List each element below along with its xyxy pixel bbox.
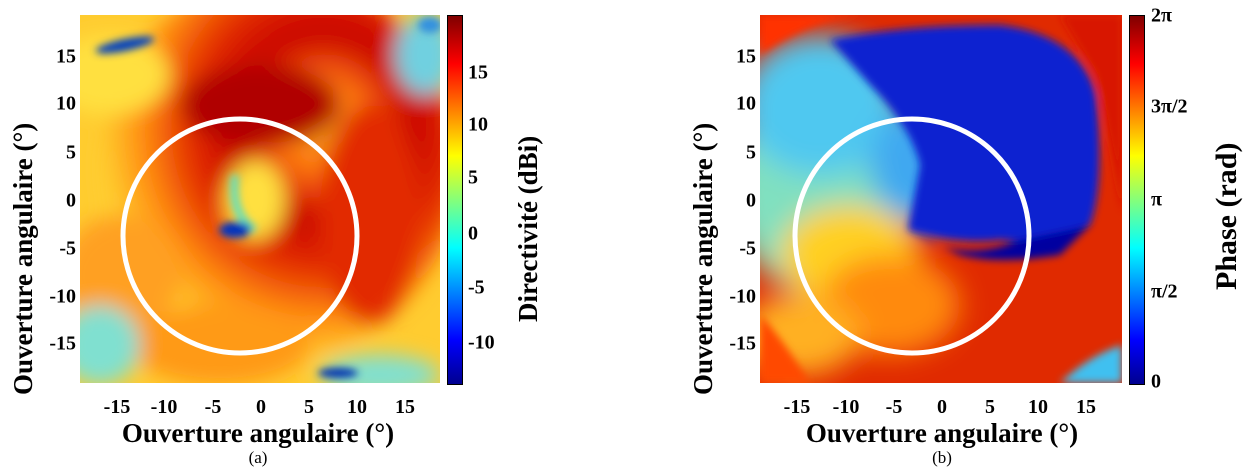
x-tick-b: 10 <box>1028 396 1048 418</box>
colorbar-tick-b: 0 <box>1151 370 1161 393</box>
heatmap-a <box>80 15 440 383</box>
caption-a: (a) <box>248 448 268 467</box>
colorbar-tick-b: 2π <box>1151 4 1172 27</box>
x-tick-b: -15 <box>783 396 811 418</box>
colorbar-tick-a: 0 <box>468 222 478 245</box>
y-tick-b: 0 <box>746 189 756 212</box>
y-tick-b: 15 <box>736 45 756 68</box>
colorbar-tick-a: -5 <box>468 276 485 299</box>
y-tick-b: -15 <box>729 332 756 355</box>
x-tick-b: -5 <box>885 396 903 418</box>
x-tick-b: 15 <box>1076 396 1096 418</box>
y-tick-a: 10 <box>56 92 76 115</box>
colorbar-label-b: Phase (rad) <box>1210 142 1243 290</box>
panel-a: 15 10 5 0 -5 -10 -15 -15 -10 -5 0 5 10 1… <box>0 0 624 467</box>
y-tick-a: -10 <box>49 285 76 308</box>
y-tick-b: 10 <box>736 92 756 115</box>
y-axis-label-a: Ouverture angulaire (°) <box>8 122 38 395</box>
colorbar-tick-a: 15 <box>468 61 488 84</box>
colorbar-tick-b: π <box>1151 188 1162 211</box>
y-tick-a: -15 <box>49 332 76 355</box>
y-tick-b: 5 <box>746 141 756 164</box>
y-tick-a: 15 <box>56 45 76 68</box>
caption-b: (b) <box>932 448 952 467</box>
colorbar-tick-b: 3π/2 <box>1151 95 1188 118</box>
overlay-circle-b <box>792 116 1032 356</box>
x-axis-label-a: Ouverture angulaire (°) <box>121 418 395 448</box>
x-tick-a: -5 <box>204 396 222 418</box>
y-tick-a: 0 <box>66 189 76 212</box>
x-tick-b: -10 <box>832 396 860 418</box>
x-tick-a: 5 <box>304 396 314 418</box>
colorbar-tick-b: π/2 <box>1151 280 1178 303</box>
colorbar-tick-a: 10 <box>468 113 488 136</box>
x-tick-b: 5 <box>985 396 995 418</box>
x-tick-a: 10 <box>347 396 367 418</box>
overlay-circle-a <box>120 116 360 356</box>
panel-b: 15 10 5 0 -5 -10 -15 -15 -10 -5 0 5 10 1… <box>624 0 1248 468</box>
colorbar-tick-a: -10 <box>468 331 495 354</box>
x-tick-a: -10 <box>150 396 178 418</box>
x-tick-a: 15 <box>395 396 415 418</box>
y-tick-b: -10 <box>729 285 756 308</box>
colorbar-b <box>1129 15 1145 385</box>
x-axis-label-b: Ouverture angulaire (°) <box>805 418 1079 448</box>
x-tick-a: 0 <box>256 396 266 418</box>
y-tick-b: -5 <box>739 237 756 260</box>
heatmap-b <box>760 15 1122 383</box>
colorbar-tick-a: 5 <box>468 166 478 189</box>
y-tick-a: -5 <box>59 237 76 260</box>
y-tick-a: 5 <box>66 141 76 164</box>
x-tick-b: 0 <box>937 396 947 418</box>
colorbar-a <box>447 15 463 385</box>
y-axis-label-b: Ouverture angulaire (°) <box>688 122 718 395</box>
x-tick-a: -15 <box>103 396 131 418</box>
colorbar-label-a: Directivité (dBi) <box>513 135 543 322</box>
